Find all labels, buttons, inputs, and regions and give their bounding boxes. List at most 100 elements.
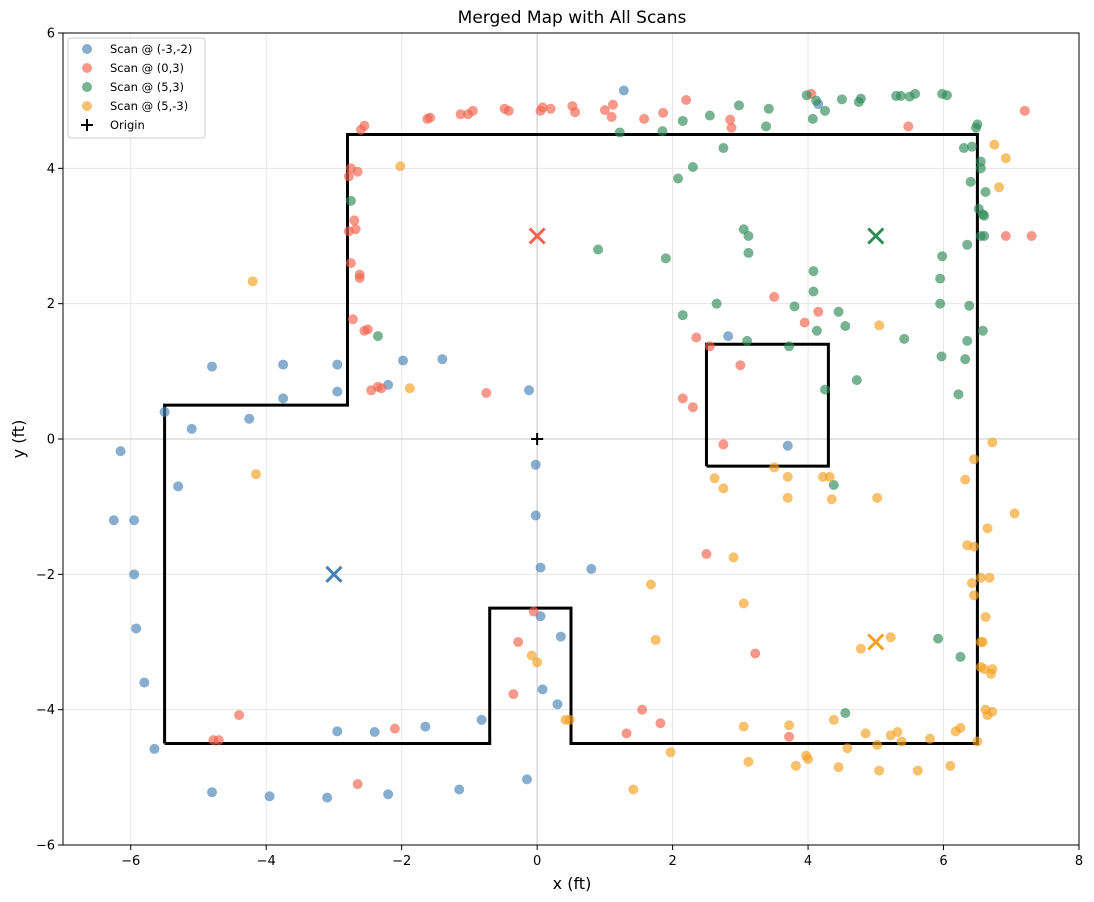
scan-point [790, 760, 801, 771]
scan-point [628, 784, 639, 795]
scan-point [350, 224, 361, 235]
scan-point [332, 359, 343, 370]
scan-point [987, 437, 998, 448]
scan-point [761, 121, 772, 132]
legend-label: Scan @ (0,3) [110, 61, 184, 75]
scan-point [173, 481, 184, 492]
scan-point [965, 176, 976, 187]
scan-point [524, 385, 535, 396]
scan-point [801, 90, 812, 101]
y-tick-label: 0 [47, 433, 55, 448]
scan-point [691, 332, 702, 343]
scan-point [833, 306, 844, 317]
scan-point [343, 171, 354, 182]
scan-point [855, 93, 866, 104]
scan-point [352, 779, 363, 790]
scan-point [1009, 508, 1020, 519]
scan-point [803, 754, 814, 765]
scan-point [989, 139, 1000, 150]
scan-point [555, 631, 566, 642]
scan-point [607, 99, 618, 110]
scan-point [945, 760, 956, 771]
scan-point [322, 792, 333, 803]
scan-point [936, 351, 947, 362]
scan-point [962, 335, 973, 346]
scan-point [743, 231, 754, 241]
scan-point [784, 720, 795, 731]
scan-point [159, 406, 170, 417]
scan-point [207, 787, 218, 798]
scan-point [979, 210, 990, 221]
scan-point [395, 161, 406, 172]
scan-point [725, 114, 736, 125]
scan-point [362, 324, 373, 335]
scan-point [149, 743, 160, 754]
x-tick-label: 4 [804, 854, 812, 869]
scan-point [718, 439, 729, 450]
scan-point [404, 383, 415, 394]
scan-point [975, 163, 986, 174]
scan-point [526, 650, 537, 661]
scan-point [552, 699, 563, 710]
scan-point [994, 182, 1005, 193]
scan-point [718, 483, 729, 494]
scan-point [892, 726, 903, 737]
scan-point [941, 90, 952, 101]
scan-point [937, 251, 948, 262]
scan-point [984, 572, 995, 583]
scan-point [389, 723, 400, 734]
scan-point [637, 704, 648, 715]
scan-point [476, 714, 487, 725]
scan-point [677, 393, 688, 404]
scan-point [345, 195, 356, 206]
scan-point [467, 105, 478, 116]
scan-point [953, 389, 964, 400]
scan-position-markers [325, 227, 885, 651]
scan-point [855, 643, 866, 654]
scan-point [975, 637, 986, 647]
axis-ticks: −6 −4 −2 0 2 4 6 8 −6 −4 −2 0 2 4 6 [36, 27, 1083, 870]
scan-point [278, 393, 289, 404]
scan-point [1026, 231, 1037, 241]
scan-point [782, 440, 793, 451]
scan-point [208, 735, 219, 746]
scan-point [975, 572, 986, 583]
scan-point [840, 708, 851, 719]
scan-point [784, 341, 795, 352]
legend-label: Scan @ (-3,-2) [110, 42, 192, 56]
scan-point [528, 606, 539, 617]
scan-point [899, 333, 910, 344]
scan-point [824, 471, 835, 482]
scan-point [874, 320, 885, 331]
scan-point [207, 361, 218, 372]
scan-point [645, 579, 656, 590]
scan-point [738, 598, 749, 609]
scan-point [828, 714, 839, 725]
scan-point [924, 733, 935, 744]
scan-point [508, 689, 519, 700]
scan-point [437, 354, 448, 365]
scan-point [728, 552, 739, 563]
scan-point [618, 85, 629, 96]
scan-point [955, 651, 966, 662]
scan-point [966, 578, 977, 589]
scan-point [969, 590, 980, 601]
y-tick-label: 2 [47, 297, 55, 312]
scan-point [704, 110, 715, 121]
scan-point [735, 360, 746, 371]
scan-points [108, 85, 1037, 803]
scan-position-marker [325, 565, 343, 583]
scan-point [535, 562, 546, 573]
scan-point [129, 569, 140, 580]
scan-point [709, 473, 720, 484]
scan-point [564, 714, 575, 725]
scan-point [383, 789, 394, 800]
y-tick-label: −6 [36, 839, 55, 854]
scan-point [964, 300, 975, 311]
scan-point [851, 375, 862, 386]
scan-point [979, 231, 990, 241]
scan-point [639, 113, 650, 124]
legend-box [67, 37, 206, 139]
